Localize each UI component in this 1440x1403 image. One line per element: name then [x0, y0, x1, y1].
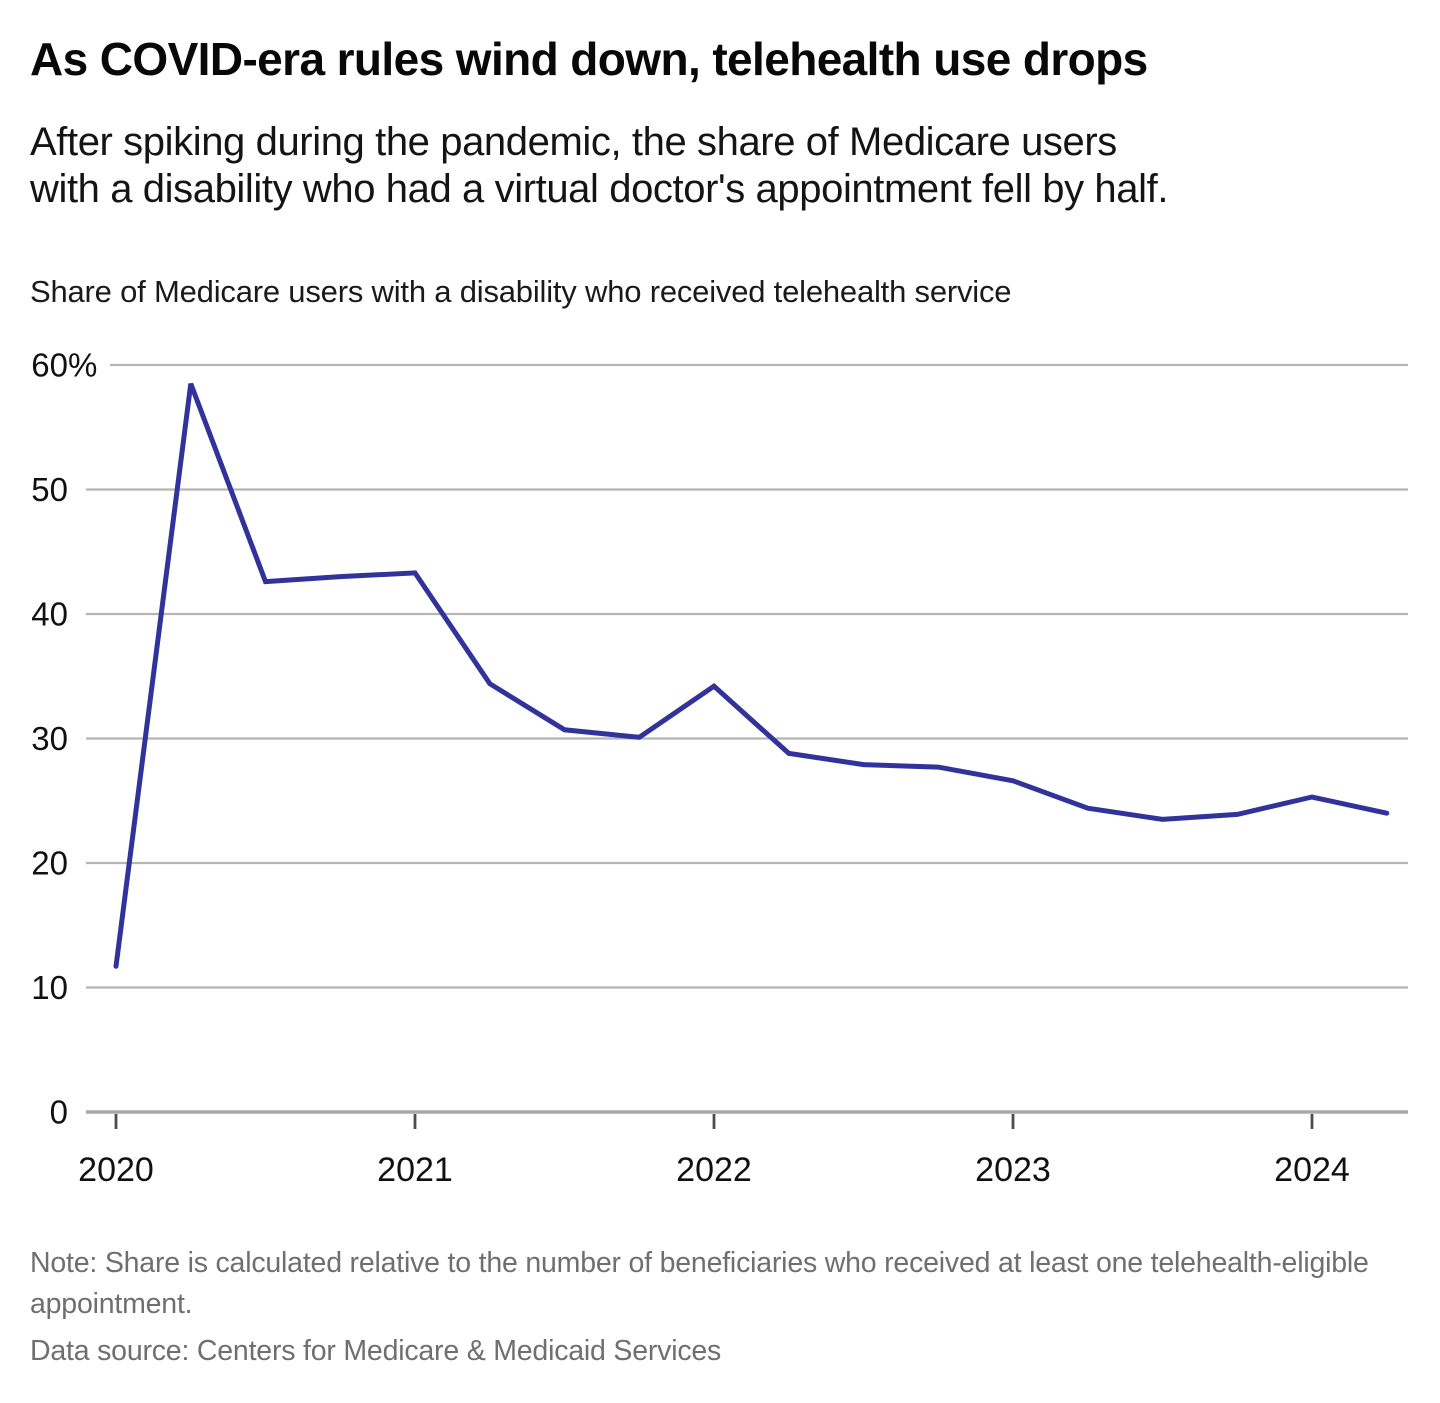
- subtitle-line-1: After spiking during the pandemic, the s…: [30, 120, 1117, 164]
- y-axis-label: 30: [31, 720, 68, 757]
- subtitle-line-2: with a disability who had a virtual doct…: [30, 167, 1169, 211]
- y-axis-unit-label: %: [68, 347, 97, 384]
- data-source: Data source: Centers for Medicare & Medi…: [30, 1335, 722, 1367]
- y-axis-label: 60: [31, 347, 68, 384]
- telehealth-line-chart: 60 % 50 40 30 20 10 0 2020 2021 2022 2023 2024: [31, 347, 1408, 1189]
- x-axis-label: 2022: [676, 1151, 752, 1189]
- y-axis-label: 0: [50, 1094, 68, 1131]
- y-axis-label: 20: [31, 845, 68, 882]
- page-title: As COVID-era rules wind down, telehealth…: [30, 33, 1148, 85]
- chart-note: Note: Share is calculated relative to th…: [30, 1247, 1369, 1320]
- y-axis-label: 40: [31, 596, 68, 633]
- page-subtitle: After spiking during the pandemic, the s…: [30, 119, 1168, 213]
- telehealth-share-line: [113, 382, 1390, 969]
- x-axis-label: 2020: [78, 1151, 154, 1189]
- y-axis-label: 50: [31, 471, 68, 508]
- x-axis-label: 2023: [975, 1151, 1051, 1189]
- x-axis-label: 2021: [377, 1151, 453, 1189]
- y-axis-label: 10: [31, 969, 68, 1006]
- chart-title: Share of Medicare users with a disabilit…: [30, 274, 1012, 309]
- x-axis-label: 2024: [1274, 1151, 1350, 1189]
